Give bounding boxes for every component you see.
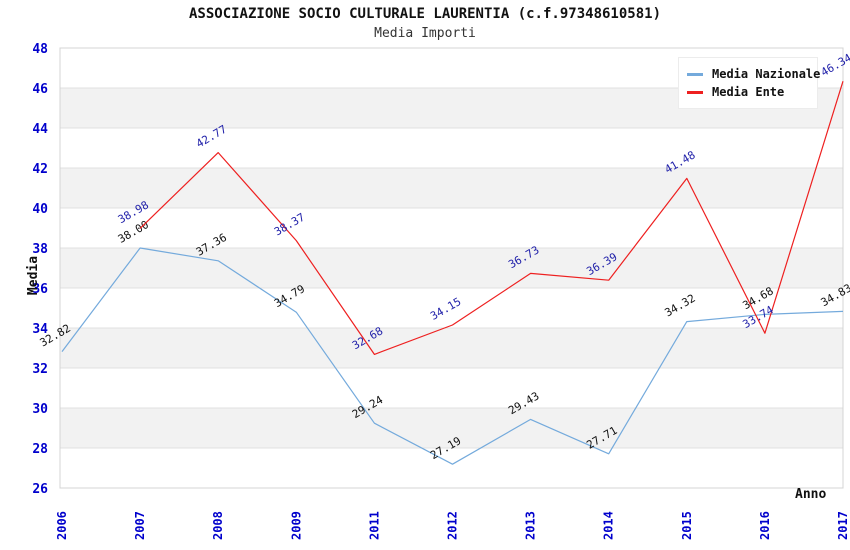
media-nazionale-line-swatch-icon bbox=[687, 72, 703, 76]
x-tick-label: 2015 bbox=[680, 511, 694, 540]
y-tick-label: 28 bbox=[32, 442, 48, 457]
x-tick-label: 2012 bbox=[446, 511, 460, 540]
legend-label: Media Ente bbox=[712, 85, 785, 99]
y-tick-label: 34 bbox=[32, 322, 48, 337]
grid-band bbox=[60, 448, 843, 488]
grid-band bbox=[60, 208, 843, 248]
x-tick-label: 2016 bbox=[758, 511, 772, 540]
legend-label: Media Nazionale bbox=[712, 67, 821, 81]
grid-band bbox=[60, 368, 843, 408]
y-axis-title: Media bbox=[26, 255, 42, 296]
series-line-media-nazionale bbox=[61, 247, 844, 465]
x-tick-label: 2011 bbox=[367, 511, 381, 540]
grid-band bbox=[60, 328, 843, 368]
legend: Media Nazionale Media Ente bbox=[678, 57, 820, 109]
grid-band bbox=[60, 168, 843, 208]
legend-item-media-ente: Media Ente bbox=[687, 84, 809, 100]
grid-band bbox=[60, 248, 843, 288]
grid-band bbox=[60, 288, 843, 328]
y-tick-label: 32 bbox=[32, 362, 48, 377]
x-axis-title: Anno bbox=[795, 487, 827, 502]
grid-band bbox=[60, 408, 843, 448]
plot-border bbox=[59, 47, 844, 489]
y-tick-label: 38 bbox=[32, 242, 48, 257]
media-ente-line-swatch-icon bbox=[687, 90, 703, 94]
series-line-media-ente bbox=[139, 81, 844, 355]
x-tick-label: 2006 bbox=[55, 511, 69, 540]
y-tick-label: 40 bbox=[32, 202, 48, 217]
x-tick-label: 2009 bbox=[289, 511, 303, 540]
chart-title: ASSOCIAZIONE SOCIO CULTURALE LAURENTIA (… bbox=[188, 6, 661, 22]
x-tick-label: 2007 bbox=[133, 511, 147, 540]
chart-subtitle: Media Importi bbox=[374, 26, 476, 41]
x-tick-label: 2008 bbox=[211, 511, 225, 540]
y-tick-label: 48 bbox=[32, 42, 48, 57]
grid-band bbox=[60, 128, 843, 168]
y-tick-label: 26 bbox=[32, 482, 48, 497]
x-tick-label: 2014 bbox=[602, 511, 616, 540]
y-tick-label: 30 bbox=[32, 402, 48, 417]
x-tick-label: 2017 bbox=[836, 511, 850, 540]
y-tick-label: 44 bbox=[32, 122, 48, 137]
y-tick-label: 42 bbox=[32, 162, 48, 177]
y-tick-label: 46 bbox=[32, 82, 48, 97]
x-tick-label: 2013 bbox=[524, 511, 538, 540]
legend-item-media-nazionale: Media Nazionale bbox=[687, 66, 820, 82]
y-tick-label: 36 bbox=[32, 282, 48, 297]
